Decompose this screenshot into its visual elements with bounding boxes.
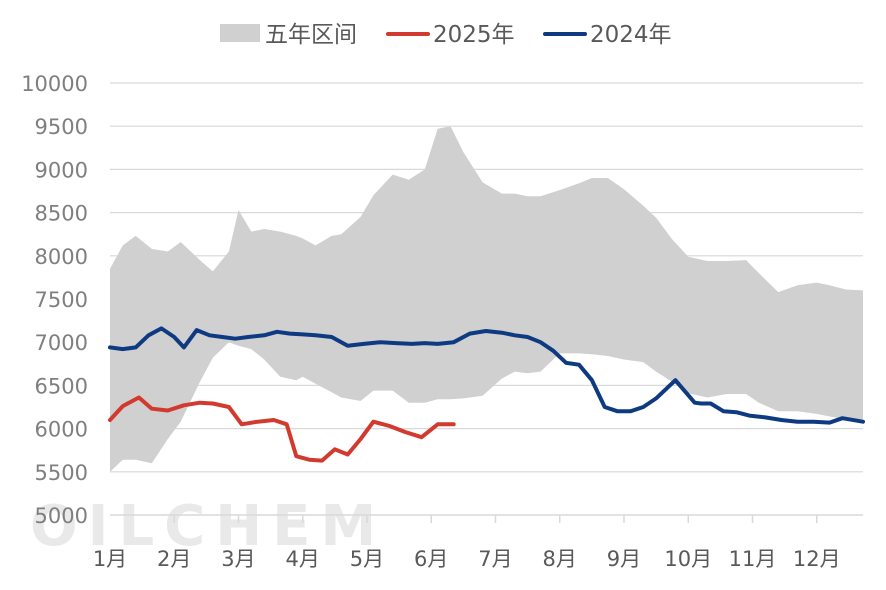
x-tick-label: 11月 bbox=[729, 547, 777, 571]
legend: 五年区间 2025年 2024年 bbox=[220, 22, 672, 48]
x-tick-label: 1月 bbox=[93, 547, 127, 571]
series-lines bbox=[108, 326, 865, 463]
legend-label: 五年区间 bbox=[265, 22, 357, 48]
y-tick-label: 6500 bbox=[35, 374, 88, 398]
watermark: OILCHEM bbox=[30, 494, 386, 559]
x-tick-label: 10月 bbox=[664, 547, 712, 571]
y-tick-label: 5000 bbox=[35, 504, 88, 528]
series-line-2025年 bbox=[108, 395, 456, 463]
x-tick-label: 3月 bbox=[221, 547, 255, 571]
x-tick-label: 6月 bbox=[414, 547, 448, 571]
y-tick-label: 5500 bbox=[35, 461, 88, 485]
legend-label: 2024年 bbox=[590, 22, 672, 48]
x-tick-label: 12月 bbox=[793, 547, 841, 571]
legend-swatch-band bbox=[220, 24, 260, 42]
y-tick-label: 6000 bbox=[35, 418, 88, 442]
five-year-range-band bbox=[110, 126, 863, 472]
y-tick-label: 9000 bbox=[35, 158, 88, 182]
y-tick-label: 8500 bbox=[35, 202, 88, 226]
x-tick-label: 4月 bbox=[286, 547, 320, 571]
y-axis: 5000 5500 6000 6500 7000 7500 8000 8500 9000 9500… bbox=[21, 72, 88, 528]
x-tick-label: 9月 bbox=[607, 547, 641, 571]
x-tick-label: 8月 bbox=[543, 547, 577, 571]
x-tick-label: 2月 bbox=[157, 547, 191, 571]
y-tick-label: 10000 bbox=[21, 72, 88, 96]
x-tick-label: 7月 bbox=[478, 547, 512, 571]
band-area bbox=[110, 126, 863, 472]
y-tick-label: 7000 bbox=[35, 331, 88, 355]
series-line-2024年 bbox=[108, 326, 865, 425]
x-axis: 1月 2月 3月 4月 5月 6月 7月 8月 9月 10月 11月 12月 bbox=[93, 515, 841, 571]
legend-label: 2025年 bbox=[433, 22, 515, 48]
x-tick-label: 5月 bbox=[350, 547, 384, 571]
y-tick-label: 9500 bbox=[35, 115, 88, 139]
y-tick-label: 7500 bbox=[35, 288, 88, 312]
y-tick-label: 8000 bbox=[35, 245, 88, 269]
